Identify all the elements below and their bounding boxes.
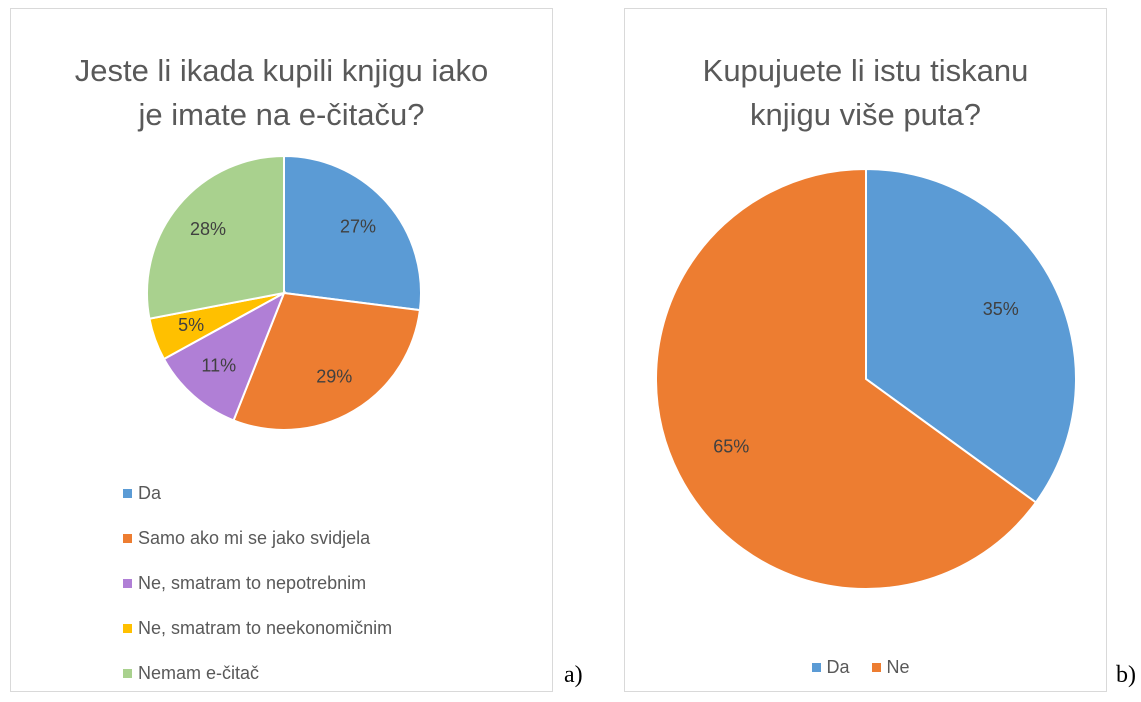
pie-plot: 27% 29% 11% 5% 28%: [146, 154, 422, 431]
legend-item: Da: [123, 483, 161, 504]
legend-item: Samo ako mi se jako svidjela: [123, 528, 370, 549]
data-label: 29%: [316, 367, 352, 387]
legend-swatch: [123, 624, 132, 633]
pie-slice: [232, 291, 422, 431]
legend-label: Ne: [886, 657, 910, 677]
pie-plot: 35% 65%: [655, 167, 1077, 590]
legend-item: Ne: [871, 657, 910, 678]
pie-slice: [283, 154, 422, 312]
pie-slice: [162, 290, 286, 422]
panel-label: b): [1116, 662, 1136, 688]
data-label: 65%: [713, 436, 749, 456]
data-label: 5%: [178, 315, 204, 335]
legend-label: Nemam e-čitač: [138, 663, 260, 683]
legend-item: Ne, smatram to nepotrebnim: [123, 573, 366, 594]
legend-label: Ne, smatram to neekonomičnim: [138, 618, 393, 638]
legend-swatch: [123, 489, 132, 498]
legend-swatch: [123, 579, 132, 588]
legend-label: Da: [826, 657, 850, 677]
data-label: 35%: [983, 299, 1019, 319]
pie-slice: [146, 154, 285, 320]
legend-item: Ne, smatram to neekonomičnim: [123, 618, 392, 639]
legend-swatch: [123, 534, 132, 543]
data-label: 11%: [201, 356, 236, 376]
chart-title: Kupujuete li istu tiskanu knjigu više pu…: [702, 53, 1029, 132]
legend-label: Da: [138, 483, 162, 503]
legend-swatch: [811, 663, 821, 672]
panel-label: a): [564, 662, 583, 688]
legend-label: Ne, smatram to nepotrebnim: [138, 573, 367, 593]
chart-frame: 35% 65% Da Ne Kupujuete li istu tiskanu knji…: [624, 8, 1107, 692]
data-label: 27%: [340, 217, 376, 237]
legend-item: Nemam e-čitač: [123, 663, 259, 684]
legend-label: Samo ako mi se jako svidjela: [138, 528, 371, 548]
chart-title: Jeste li ikada kupili knjigu iako je ima…: [74, 53, 489, 132]
pie-slice: [655, 167, 1038, 590]
chart-frame: 27% 29% 11% 5% 28% Da Samo ako mi se jako svid…: [10, 8, 553, 692]
legend-swatch: [871, 663, 881, 672]
data-label: 28%: [190, 219, 226, 239]
pie-slice: [865, 167, 1077, 504]
legend-item: Da: [811, 657, 850, 678]
legend-swatch: [123, 669, 132, 678]
